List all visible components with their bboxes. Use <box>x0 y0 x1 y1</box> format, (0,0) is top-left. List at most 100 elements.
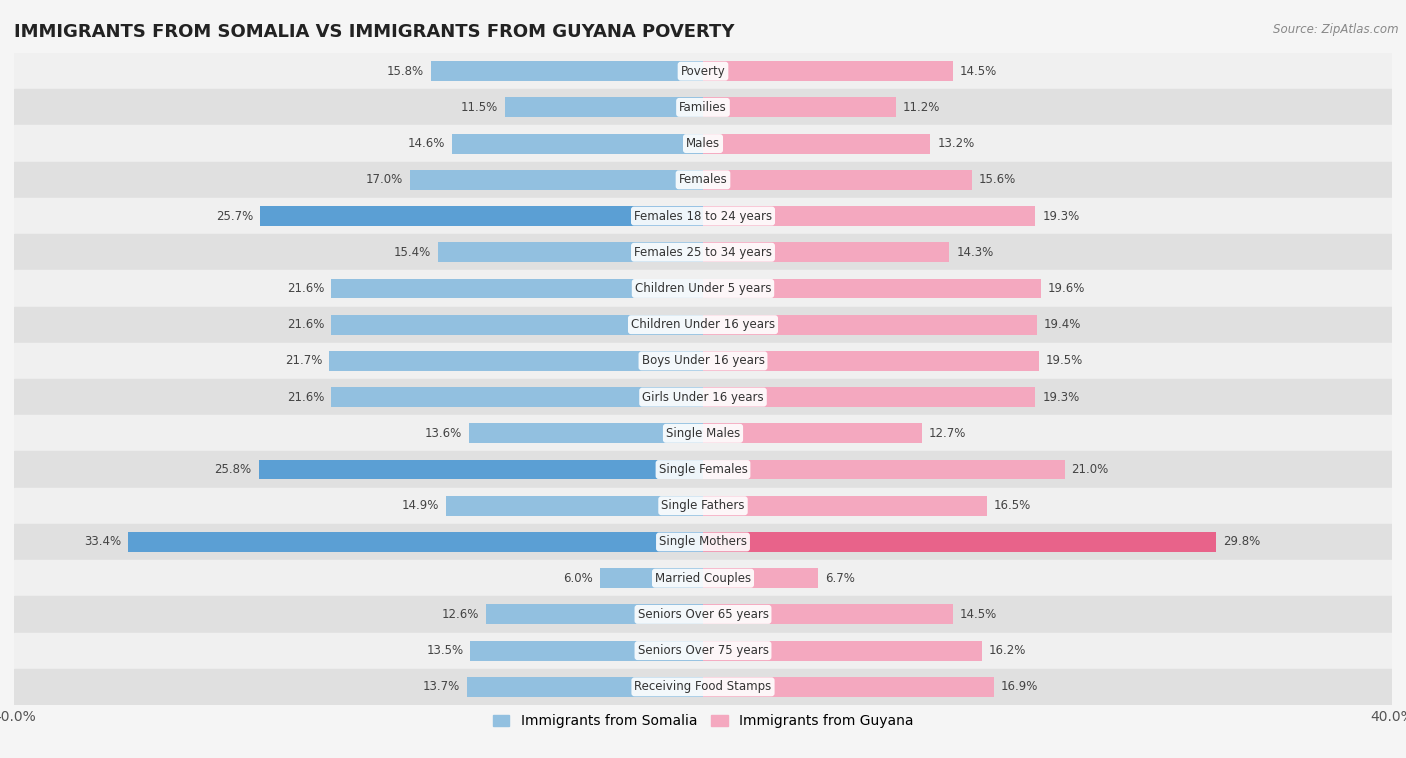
Bar <box>14 487 1392 524</box>
Text: 13.2%: 13.2% <box>938 137 974 150</box>
Text: 21.6%: 21.6% <box>287 282 323 295</box>
Bar <box>14 632 1392 669</box>
Text: 14.6%: 14.6% <box>408 137 444 150</box>
Text: Girls Under 16 years: Girls Under 16 years <box>643 390 763 403</box>
Text: Children Under 5 years: Children Under 5 years <box>634 282 772 295</box>
Bar <box>703 170 972 190</box>
Text: 12.6%: 12.6% <box>441 608 479 621</box>
Text: 25.8%: 25.8% <box>215 463 252 476</box>
Bar <box>14 524 1392 560</box>
Text: 14.9%: 14.9% <box>402 500 440 512</box>
Bar <box>14 597 1392 632</box>
Text: 21.0%: 21.0% <box>1071 463 1109 476</box>
Bar <box>703 278 1040 299</box>
Bar <box>14 415 1392 452</box>
Text: Single Fathers: Single Fathers <box>661 500 745 512</box>
Text: 29.8%: 29.8% <box>1223 535 1260 549</box>
Bar <box>703 568 818 588</box>
Bar <box>329 351 703 371</box>
Bar <box>14 271 1392 306</box>
Text: 19.6%: 19.6% <box>1047 282 1085 295</box>
Bar <box>703 604 953 625</box>
Text: Children Under 16 years: Children Under 16 years <box>631 318 775 331</box>
Bar <box>14 161 1392 198</box>
Text: 12.7%: 12.7% <box>928 427 966 440</box>
Bar <box>471 641 703 660</box>
Text: Seniors Over 65 years: Seniors Over 65 years <box>637 608 769 621</box>
Text: Families: Families <box>679 101 727 114</box>
Text: 11.5%: 11.5% <box>461 101 498 114</box>
Text: 6.7%: 6.7% <box>825 572 855 584</box>
Bar <box>14 198 1392 234</box>
Bar <box>703 424 922 443</box>
Text: 13.5%: 13.5% <box>426 644 464 657</box>
Text: 11.2%: 11.2% <box>903 101 941 114</box>
Bar <box>430 61 703 81</box>
Bar <box>703 459 1064 480</box>
Text: IMMIGRANTS FROM SOMALIA VS IMMIGRANTS FROM GUYANA POVERTY: IMMIGRANTS FROM SOMALIA VS IMMIGRANTS FR… <box>14 23 734 41</box>
Text: 19.3%: 19.3% <box>1042 390 1080 403</box>
Bar <box>703 243 949 262</box>
Bar <box>505 98 703 117</box>
Text: 19.4%: 19.4% <box>1045 318 1081 331</box>
Text: 19.5%: 19.5% <box>1046 355 1083 368</box>
Text: Poverty: Poverty <box>681 64 725 77</box>
Bar <box>451 133 703 154</box>
Text: 33.4%: 33.4% <box>84 535 121 549</box>
Bar <box>468 424 703 443</box>
Bar <box>14 343 1392 379</box>
Bar <box>486 604 703 625</box>
Text: 14.3%: 14.3% <box>956 246 994 258</box>
Bar <box>330 278 703 299</box>
Text: 16.5%: 16.5% <box>994 500 1032 512</box>
Legend: Immigrants from Somalia, Immigrants from Guyana: Immigrants from Somalia, Immigrants from… <box>488 709 918 734</box>
Bar <box>14 306 1392 343</box>
Text: 6.0%: 6.0% <box>562 572 593 584</box>
Text: 14.5%: 14.5% <box>960 608 997 621</box>
Bar <box>14 234 1392 271</box>
Text: Females 18 to 24 years: Females 18 to 24 years <box>634 209 772 223</box>
Bar <box>260 206 703 226</box>
Text: Single Males: Single Males <box>666 427 740 440</box>
Bar <box>14 452 1392 487</box>
Text: 15.8%: 15.8% <box>387 64 425 77</box>
Bar <box>14 560 1392 597</box>
Bar <box>703 496 987 515</box>
Bar <box>703 677 994 697</box>
Bar <box>703 206 1035 226</box>
Bar <box>330 315 703 334</box>
Text: 13.6%: 13.6% <box>425 427 461 440</box>
Text: 14.5%: 14.5% <box>960 64 997 77</box>
Bar <box>703 98 896 117</box>
Bar <box>14 53 1392 89</box>
Bar <box>128 532 703 552</box>
Bar <box>703 387 1035 407</box>
Text: Females 25 to 34 years: Females 25 to 34 years <box>634 246 772 258</box>
Bar <box>703 133 931 154</box>
Bar <box>14 126 1392 161</box>
Text: 19.3%: 19.3% <box>1042 209 1080 223</box>
Text: Females: Females <box>679 174 727 186</box>
Text: 17.0%: 17.0% <box>366 174 404 186</box>
Bar <box>446 496 703 515</box>
Text: Receiving Food Stamps: Receiving Food Stamps <box>634 681 772 694</box>
Bar <box>703 532 1216 552</box>
Text: Single Mothers: Single Mothers <box>659 535 747 549</box>
Text: Married Couples: Married Couples <box>655 572 751 584</box>
Text: 16.9%: 16.9% <box>1001 681 1039 694</box>
Text: 21.7%: 21.7% <box>285 355 322 368</box>
Text: Single Females: Single Females <box>658 463 748 476</box>
Bar <box>14 379 1392 415</box>
Bar <box>330 387 703 407</box>
Bar <box>14 669 1392 705</box>
Bar <box>14 89 1392 126</box>
Bar <box>703 351 1039 371</box>
Text: Seniors Over 75 years: Seniors Over 75 years <box>637 644 769 657</box>
Bar <box>411 170 703 190</box>
Bar <box>599 568 703 588</box>
Text: Boys Under 16 years: Boys Under 16 years <box>641 355 765 368</box>
Text: 13.7%: 13.7% <box>423 681 460 694</box>
Text: 21.6%: 21.6% <box>287 390 323 403</box>
Text: 15.6%: 15.6% <box>979 174 1015 186</box>
Text: 16.2%: 16.2% <box>988 644 1026 657</box>
